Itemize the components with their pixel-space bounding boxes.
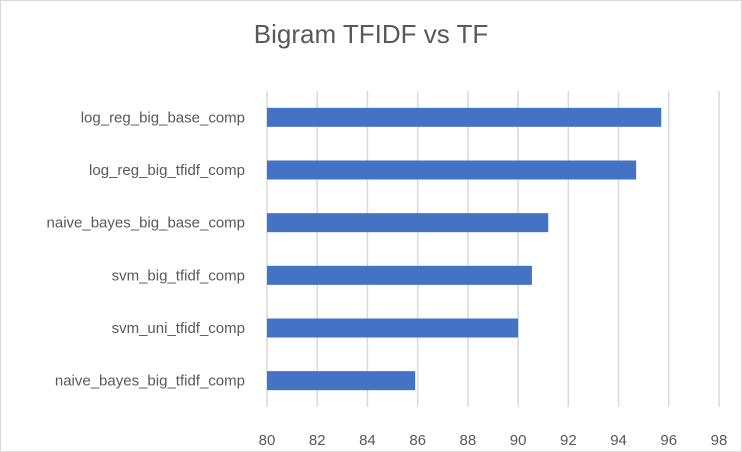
x-tick-label: 98 [711,432,728,449]
x-tick-label: 92 [560,432,577,449]
category-label: log_reg_big_tfidf_comp [89,162,245,179]
x-tick-label: 86 [409,432,426,449]
x-tick-label: 96 [660,432,677,449]
bar [267,265,532,285]
chart-title: Bigram TFIDF vs TF [253,19,489,49]
x-tick-label: 82 [309,432,326,449]
category-labels: log_reg_big_base_comp log_reg_big_tfidf_c… [47,109,245,389]
bar [267,318,519,338]
x-tick-label: 94 [610,432,627,449]
category-label: svm_uni_tfidf_comp [112,320,245,337]
x-axis-tick-labels: 80 82 84 86 88 90 92 94 96 98 [259,432,728,449]
bar [267,160,637,180]
x-tick-label: 84 [359,432,376,449]
bars [267,107,662,391]
x-tick-label: 80 [259,432,276,449]
category-label: naive_bayes_big_tfidf_comp [55,373,245,390]
bar [267,371,416,391]
category-label: naive_bayes_big_base_comp [47,215,245,232]
category-label: svm_big_tfidf_comp [112,267,245,284]
gridlines [266,91,720,407]
x-tick-label: 88 [460,432,477,449]
category-label: log_reg_big_base_comp [81,109,245,126]
bar [267,107,662,127]
x-tick-label: 90 [510,432,527,449]
bar [267,213,549,233]
